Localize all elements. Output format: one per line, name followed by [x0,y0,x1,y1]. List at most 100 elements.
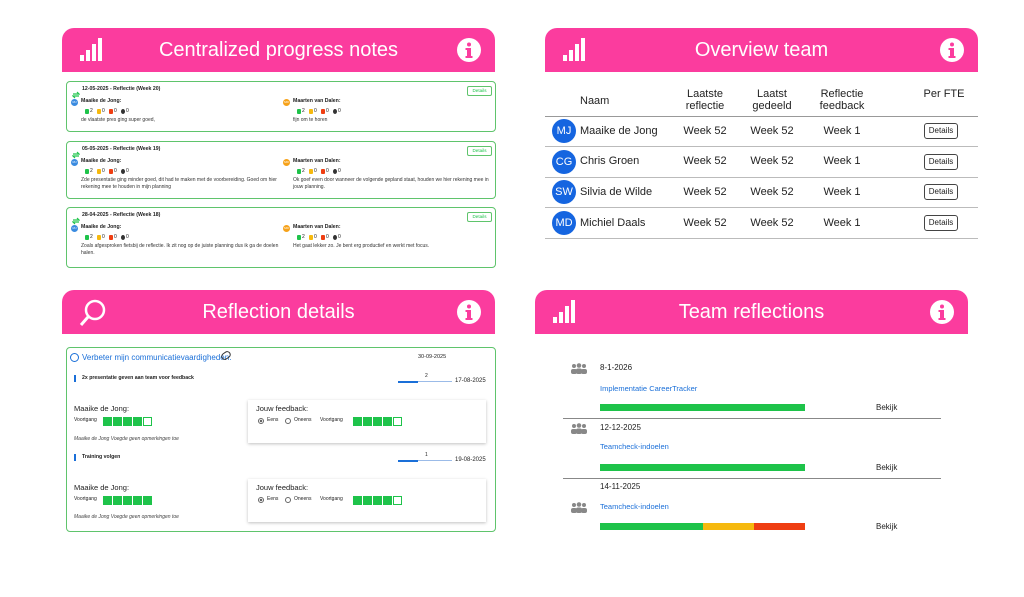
column-header: Laatste reflectie [685,88,725,112]
progress-square [133,416,142,426]
progress-segment [702,523,754,530]
count-icon [97,169,101,174]
cell: Week 52 [683,216,727,229]
entry-text: Zoals afgesproken fietsbij de reflectie.… [81,243,279,256]
info-button[interactable] [939,37,965,68]
cell: Week 1 [823,216,861,229]
radio[interactable] [258,497,264,503]
reflection-date: 12-12-2025 [600,423,641,433]
count-icon [85,109,89,114]
step-slider [398,460,452,461]
count: 2 [302,233,305,240]
count: 0 [338,233,341,240]
note-card: 05-05-2025 - Reflectie (Week 19) Details M… [66,141,496,199]
cell: Week 52 [750,186,794,199]
panel-header: Centralized progress notes [62,28,495,72]
progress-square [373,416,382,426]
goal-title: Verbeter mijn communicatievaardigheden. [82,353,232,363]
count: 0 [326,233,329,240]
member-name: Silvia de Wilde [580,186,653,199]
details-button[interactable]: Details [467,146,492,156]
cell: Week 52 [750,155,794,168]
reflection-date: 14-11-2025 [600,482,641,492]
view-link[interactable]: Bekijk [876,522,898,532]
note-heading: 05-05-2025 - Reflectie (Week 19) [82,146,161,152]
details-button[interactable]: Details [924,184,958,201]
step-slider-fill [398,459,418,462]
count-icon [333,235,337,240]
view-link[interactable]: Bekijk [876,463,898,473]
count-icon [309,169,313,174]
radio-label: Oneens [294,417,312,424]
cell: Week 1 [823,155,861,168]
progress-square [383,416,392,426]
progress-segment [600,404,805,411]
cell: Week 52 [683,155,727,168]
avatar: MD [283,225,290,232]
entry-name: Maaike de Jong: [81,158,122,164]
details-card [66,347,496,532]
avatar: MD [283,159,290,166]
progress-square [393,416,402,426]
reflection-title: Implementatie CareerTracker [600,383,698,393]
entry-name: Maarten van Dalen: [293,224,341,230]
count: 0 [102,167,105,174]
panel-title: Team reflections [678,301,825,323]
count-icon [85,235,89,240]
progress-square [143,416,152,426]
count-icon [109,235,113,240]
details-button[interactable]: Details [924,123,958,139]
progress-square [133,495,142,505]
info-button[interactable] [456,299,482,330]
row-divider [545,146,978,147]
info-button[interactable] [929,299,955,330]
count-icon [297,109,301,114]
cell: Week 1 [823,124,861,137]
header-icon [562,37,588,68]
progress-square [103,416,112,426]
count-icon [321,235,325,240]
count-icon [297,235,301,240]
details-button[interactable]: Details [467,212,492,222]
step-count: 2 [425,373,428,380]
cell: Week 52 [750,124,794,137]
progress-square [363,495,372,505]
count: 0 [314,107,317,114]
count-icon [121,169,125,174]
member-name: Chris Groen [580,155,640,168]
radio[interactable] [285,497,291,503]
radio[interactable] [258,418,264,424]
radio-label: Eens [267,417,279,424]
entry-name: Maaike de Jong: [81,224,122,230]
entry-name: Maarten van Dalen: [293,158,341,164]
progress-segment [600,523,703,530]
progress-label: Voortgang [74,496,97,503]
details-button[interactable]: Details [467,86,492,96]
step-icon [74,454,76,461]
count: 0 [314,233,317,240]
info-button[interactable] [456,37,482,68]
team-icon [570,362,588,380]
count-icon [309,235,313,240]
note-heading: 28-04-2025 - Reflectie (Week 18) [82,212,161,218]
avatar: CG [552,149,576,174]
count: 0 [114,167,117,174]
reflection-date: 8-1-2026 [600,363,633,373]
radio-label: Oneens [294,496,312,503]
row-divider [563,418,941,419]
radio[interactable] [285,418,291,424]
entry-name: Maarten van Dalen: [293,98,341,104]
count-icon [333,109,337,114]
row-divider [545,207,978,209]
count: 0 [326,167,329,174]
avatar: SW [552,180,576,205]
row-divider [563,478,941,479]
progress-square [363,416,372,426]
details-button[interactable]: Details [924,215,958,232]
panel-header: Overview team [545,28,978,72]
count: 2 [90,167,93,174]
sync-icon [71,212,81,230]
details-button[interactable]: Details [924,153,958,170]
progress-square [123,416,132,426]
view-link[interactable]: Bekijk [876,403,898,413]
